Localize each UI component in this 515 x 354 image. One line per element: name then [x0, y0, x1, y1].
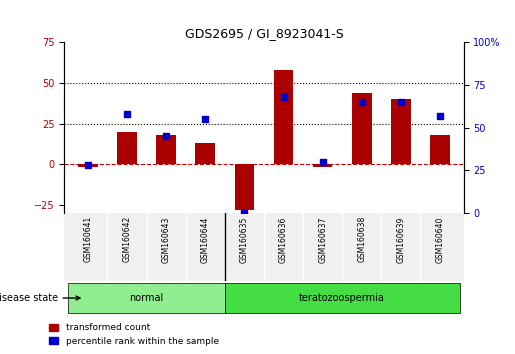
Point — [397, 99, 405, 105]
Text: GSM160642: GSM160642 — [123, 216, 131, 263]
Bar — [430, 135, 450, 164]
Text: GSM160635: GSM160635 — [240, 216, 249, 263]
FancyBboxPatch shape — [68, 283, 225, 313]
Text: GSM160643: GSM160643 — [162, 216, 170, 263]
Bar — [235, 164, 254, 210]
Bar — [273, 70, 293, 164]
Text: GSM160644: GSM160644 — [201, 216, 210, 263]
Point — [279, 94, 287, 100]
Text: GSM160636: GSM160636 — [279, 216, 288, 263]
Point — [162, 133, 170, 139]
Point — [318, 159, 327, 165]
Bar — [78, 164, 98, 167]
Point — [84, 162, 92, 168]
Bar — [391, 99, 410, 164]
Point — [241, 210, 249, 216]
Text: GSM160641: GSM160641 — [83, 216, 92, 263]
FancyBboxPatch shape — [225, 283, 459, 313]
Text: teratozoospermia: teratozoospermia — [299, 293, 385, 303]
Text: GSM160637: GSM160637 — [318, 216, 327, 263]
Point — [201, 116, 210, 122]
Point — [123, 111, 131, 117]
Text: GSM160640: GSM160640 — [436, 216, 444, 263]
Point — [357, 99, 366, 105]
Text: GSM160639: GSM160639 — [397, 216, 405, 263]
Point — [436, 113, 444, 119]
Text: normal: normal — [129, 293, 164, 303]
Bar — [313, 164, 332, 167]
Bar — [157, 135, 176, 164]
Text: GSM160638: GSM160638 — [357, 216, 366, 263]
Title: GDS2695 / GI_8923041-S: GDS2695 / GI_8923041-S — [184, 27, 344, 40]
Legend: transformed count, percentile rank within the sample: transformed count, percentile rank withi… — [46, 320, 222, 349]
Bar — [117, 132, 137, 164]
Text: disease state: disease state — [0, 293, 80, 303]
Bar — [352, 93, 371, 164]
Bar — [196, 143, 215, 164]
